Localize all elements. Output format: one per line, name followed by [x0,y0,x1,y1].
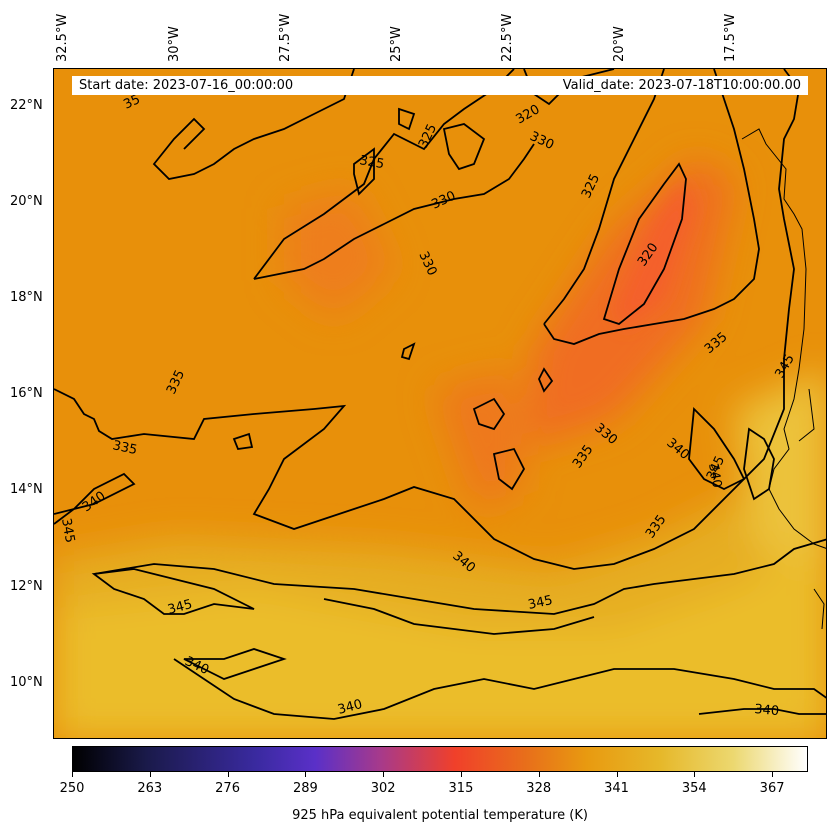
colorbar-tick [383,772,385,777]
contour-label: 335 [111,438,138,458]
contour-label: 325 [358,153,385,172]
start-date-label: Start date: 2023-07-16_00:00:00 [79,78,294,93]
colorbar-tick-label: 367 [759,781,785,796]
contour-label: 345 [527,593,554,613]
colorbar-tick-label: 328 [526,781,552,796]
longitude-label: 27.5°W [278,13,293,62]
field-core [614,179,694,329]
longitude-label: 30°W [167,26,182,62]
colorbar-tick-label: 315 [448,781,474,796]
contour-label: 340 [336,697,364,718]
colorbar-tick [772,772,774,777]
contour-label: 345 [58,517,77,544]
coastline [741,128,826,630]
colorbar-tick [616,772,618,777]
contour-label: 345 [166,597,194,618]
colorbar [72,746,808,772]
latitude-label: 18°N [10,290,43,305]
colorbar-tick [227,772,229,777]
longitude-label: 32.5°W [55,13,70,62]
map-canvas: 325 320 330 325 330 330 325 320 335 335 … [54,69,826,738]
latitude-label: 14°N [10,482,43,497]
date-info-bar: Start date: 2023-07-16_00:00:00 Valid_da… [72,76,808,95]
colorbar-tick [460,772,462,777]
colorbar-tick-label: 354 [681,781,707,796]
map-panel: 325 320 330 325 330 330 325 320 335 335 … [53,68,827,739]
contour-label: 35 [121,92,142,113]
latitude-label: 20°N [10,194,43,209]
colorbar-tick [538,772,540,777]
colorbar-tick [72,772,73,777]
contour-label: 340 [754,702,780,719]
contour-label: 340 [705,462,724,489]
colorbar-tick [305,772,307,777]
colorbar-tick [149,772,151,777]
latitude-label: 10°N [10,675,43,690]
colorbar-tick-label: 250 [59,781,85,796]
colorbar-tick-label: 341 [604,781,629,796]
colorbar-tick-label: 263 [137,781,163,796]
colorbar-tick [694,772,696,777]
longitude-label: 25°W [389,26,404,62]
contour-lines [54,69,826,720]
longitude-label: 20°W [612,26,627,62]
colorbar-tick-label: 276 [215,781,240,796]
valid-date-label: Valid_date: 2023-07-18T10:00:00.00 [562,78,801,93]
colorbar-title: 925 hPa equivalent potential temperature… [292,808,588,823]
latitude-label: 12°N [10,579,43,594]
colorbar-tick-label: 289 [292,781,318,796]
longitude-label: 17.5°W [723,13,738,62]
latitude-label: 16°N [10,386,43,401]
longitude-label: 22.5°W [500,13,515,62]
colorbar-tick-label: 302 [370,781,396,796]
latitude-label: 22°N [10,98,43,113]
